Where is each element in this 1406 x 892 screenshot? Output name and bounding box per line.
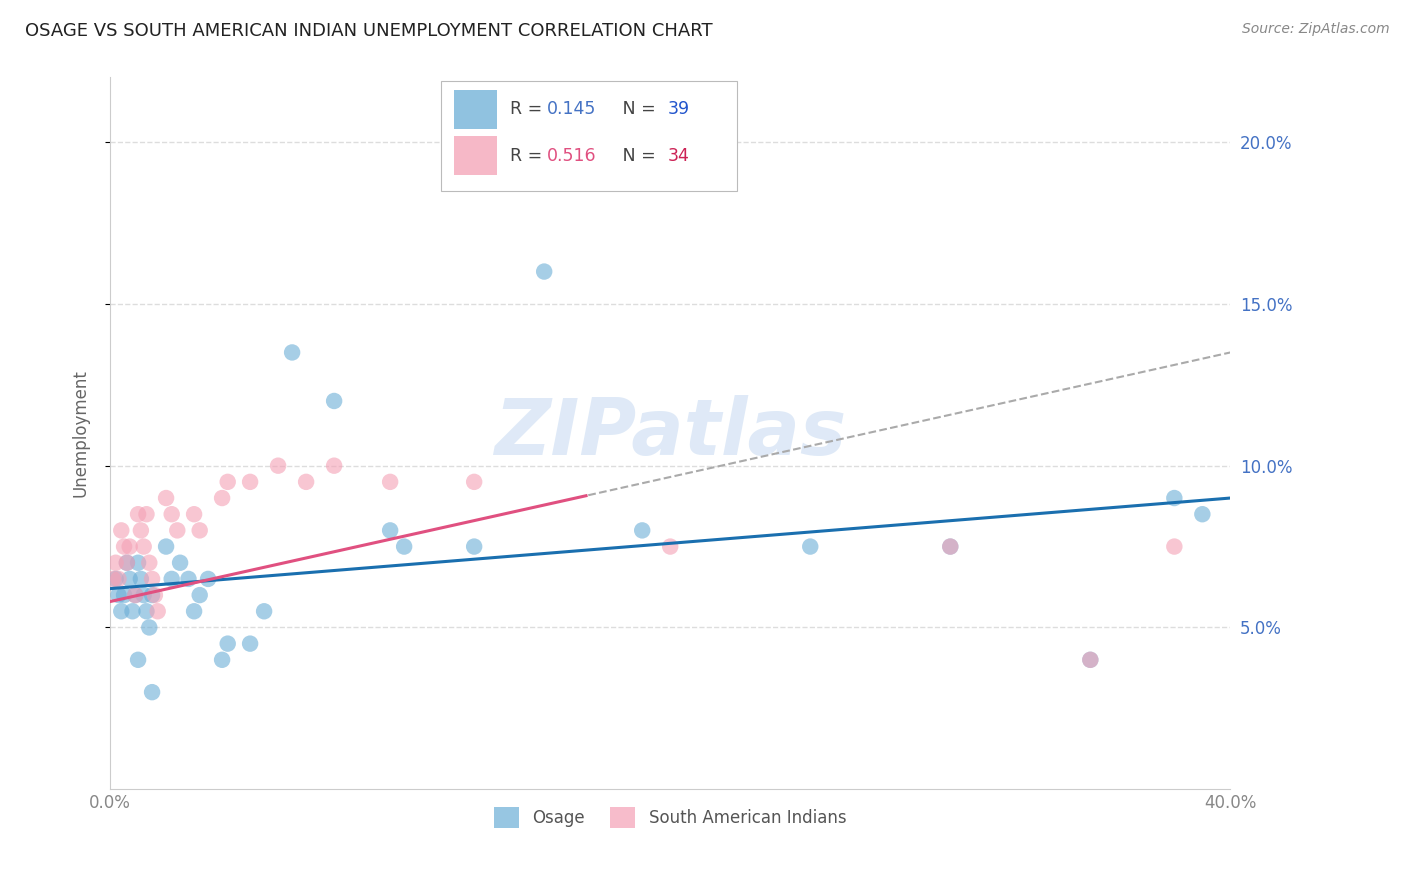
FancyBboxPatch shape xyxy=(454,90,496,129)
Point xyxy=(239,637,262,651)
Point xyxy=(129,572,152,586)
Text: R =: R = xyxy=(510,101,548,119)
Point xyxy=(155,540,177,554)
Point xyxy=(141,588,163,602)
Point xyxy=(135,604,157,618)
Point xyxy=(378,524,401,538)
Point xyxy=(115,556,138,570)
Point xyxy=(127,507,149,521)
Point xyxy=(799,540,821,554)
Point xyxy=(160,572,183,586)
Point xyxy=(253,604,276,618)
Point xyxy=(188,588,211,602)
Point xyxy=(169,556,191,570)
Point xyxy=(124,588,146,602)
Point xyxy=(463,475,485,489)
Point xyxy=(160,507,183,521)
Text: 39: 39 xyxy=(668,101,690,119)
Point xyxy=(463,540,485,554)
Text: Source: ZipAtlas.com: Source: ZipAtlas.com xyxy=(1241,22,1389,37)
Point xyxy=(519,168,541,182)
Point xyxy=(939,540,962,554)
Point xyxy=(141,685,163,699)
Point xyxy=(124,588,146,602)
Point xyxy=(127,556,149,570)
Point xyxy=(166,524,188,538)
Point xyxy=(129,524,152,538)
Text: ZIPatlas: ZIPatlas xyxy=(494,395,846,471)
Point xyxy=(1078,653,1101,667)
Point xyxy=(104,556,127,570)
Point xyxy=(183,604,205,618)
Point xyxy=(132,588,155,602)
Point xyxy=(217,637,239,651)
Text: N =: N = xyxy=(606,147,662,165)
Point xyxy=(141,572,163,586)
Point xyxy=(1163,491,1185,505)
Point xyxy=(211,491,233,505)
Point xyxy=(138,620,160,634)
Point xyxy=(143,588,166,602)
FancyBboxPatch shape xyxy=(440,81,737,191)
Text: 0.145: 0.145 xyxy=(547,101,596,119)
Point xyxy=(121,604,143,618)
Point xyxy=(135,507,157,521)
Point xyxy=(118,572,141,586)
Point xyxy=(323,394,346,409)
Point xyxy=(115,556,138,570)
Point xyxy=(183,507,205,521)
Point xyxy=(177,572,200,586)
Point xyxy=(155,491,177,505)
Point xyxy=(631,524,654,538)
Point xyxy=(104,572,127,586)
Point xyxy=(323,458,346,473)
Point xyxy=(110,524,132,538)
Point xyxy=(188,524,211,538)
Point xyxy=(1191,507,1213,521)
Point xyxy=(107,588,129,602)
Text: N =: N = xyxy=(606,101,662,119)
Point xyxy=(211,653,233,667)
Point xyxy=(533,264,555,278)
Point xyxy=(118,540,141,554)
Point xyxy=(112,588,135,602)
Point xyxy=(112,540,135,554)
Point xyxy=(132,540,155,554)
FancyBboxPatch shape xyxy=(454,136,496,176)
Point xyxy=(101,572,124,586)
Point xyxy=(217,475,239,489)
Point xyxy=(239,475,262,489)
Text: OSAGE VS SOUTH AMERICAN INDIAN UNEMPLOYMENT CORRELATION CHART: OSAGE VS SOUTH AMERICAN INDIAN UNEMPLOYM… xyxy=(25,22,713,40)
Point xyxy=(378,475,401,489)
Point xyxy=(110,604,132,618)
Point xyxy=(138,556,160,570)
Point xyxy=(146,604,169,618)
Point xyxy=(1163,540,1185,554)
Text: R =: R = xyxy=(510,147,548,165)
Point xyxy=(281,345,304,359)
Point xyxy=(107,572,129,586)
Point xyxy=(659,540,682,554)
Point xyxy=(127,653,149,667)
Y-axis label: Unemployment: Unemployment xyxy=(72,369,89,497)
Point xyxy=(197,572,219,586)
Point xyxy=(392,540,415,554)
Text: 0.516: 0.516 xyxy=(547,147,596,165)
Point xyxy=(295,475,318,489)
Point xyxy=(939,540,962,554)
Point xyxy=(1078,653,1101,667)
Legend: Osage, South American Indians: Osage, South American Indians xyxy=(488,801,853,834)
Point xyxy=(267,458,290,473)
Text: 34: 34 xyxy=(668,147,690,165)
